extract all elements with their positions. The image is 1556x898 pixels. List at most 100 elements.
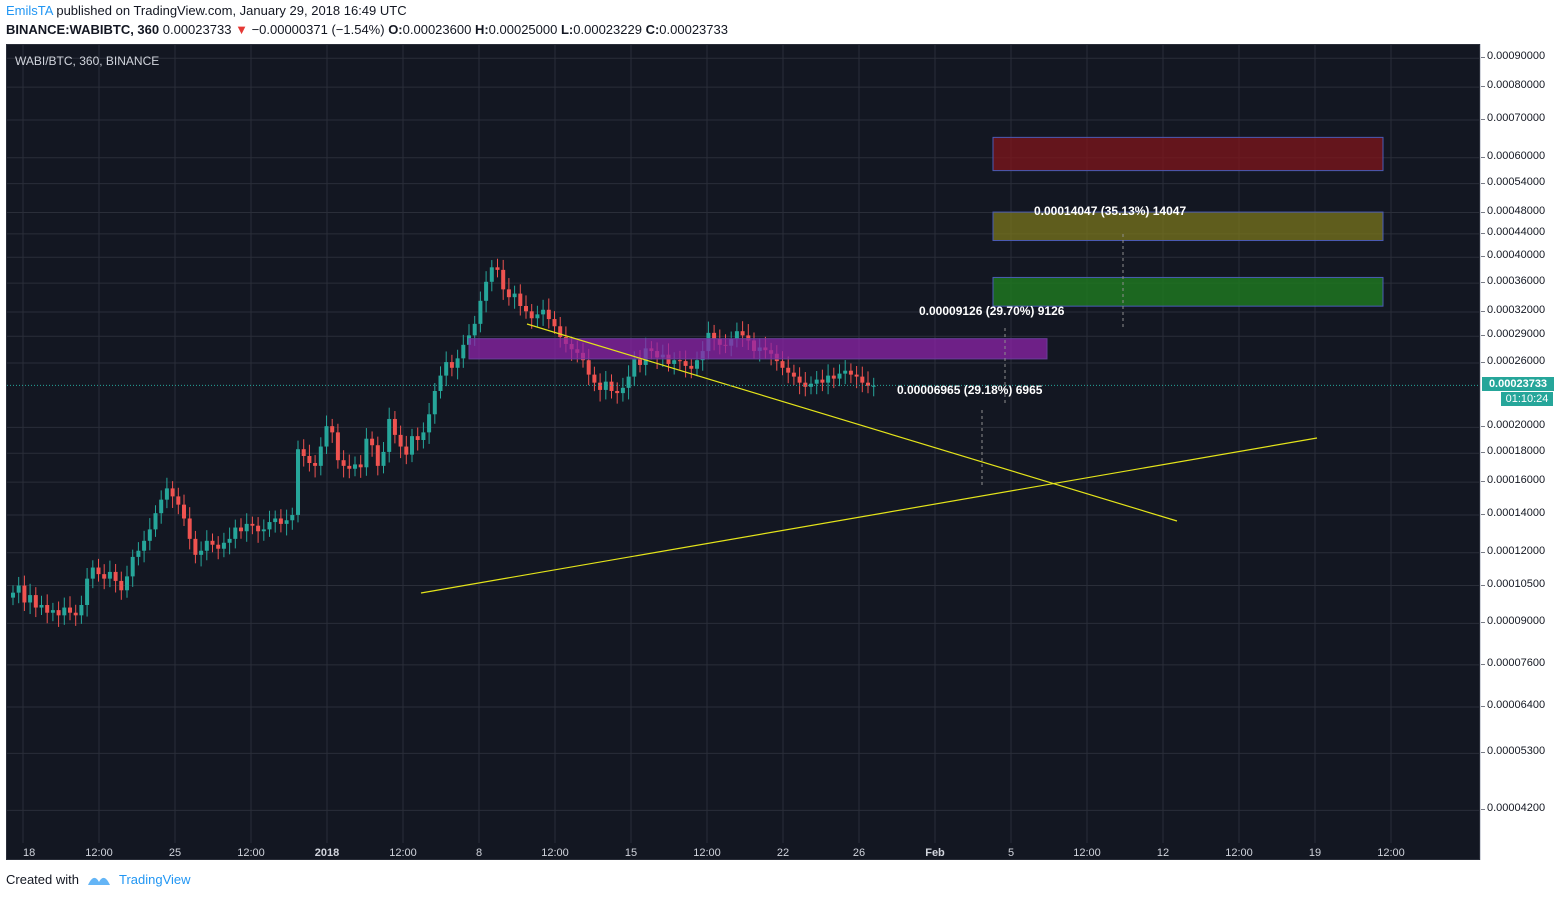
candle-body xyxy=(506,289,511,298)
candle-body xyxy=(370,438,375,446)
y-tick-label: 0.00026000 xyxy=(1487,355,1546,368)
y-tick-mark xyxy=(1481,622,1485,624)
candle-body xyxy=(187,518,192,539)
support-zone xyxy=(468,338,1048,360)
price-axis[interactable]: 0.00090000 0.00080000 0.00070000 0.00060000… xyxy=(1480,44,1556,860)
x-tick-label: 12 xyxy=(1157,847,1169,859)
y-tick-mark xyxy=(1481,86,1485,88)
chart-title: WABI/BTC, 360, BINANCE xyxy=(15,54,159,68)
change-value: −0.00000371 (−1.54%) xyxy=(251,22,385,37)
candle-body xyxy=(421,432,426,440)
y-tick-mark xyxy=(1481,752,1485,754)
price-chart[interactable]: 18 12:00 25 12:00 2018 12:00 8 12:00 15 12:00 22 26… xyxy=(7,45,1479,859)
tradingview-link[interactable]: TradingView xyxy=(118,872,191,887)
target-zone-1 xyxy=(992,276,1384,307)
y-tick-label: 0.00090000 xyxy=(1487,50,1546,63)
candle-body xyxy=(273,518,278,523)
target-zone-3 xyxy=(992,136,1384,172)
candle-body xyxy=(404,446,409,455)
candle-body xyxy=(107,571,112,579)
y-tick-label: 0.00014000 xyxy=(1487,506,1546,519)
y-tick-label: 0.00036000 xyxy=(1487,275,1546,288)
candle-body xyxy=(353,464,357,469)
candle-body xyxy=(524,305,528,312)
candle-body xyxy=(791,372,796,377)
candle-body xyxy=(512,293,517,298)
candle-body xyxy=(375,445,380,466)
measure-label: 0.00006965 (29.18%) 6965 xyxy=(897,383,1043,397)
candle-body xyxy=(233,527,238,539)
y-tick-mark xyxy=(1481,232,1485,234)
open-label: O: xyxy=(388,22,403,37)
candle-body xyxy=(210,540,215,545)
y-tick-mark xyxy=(1481,118,1485,120)
y-tick-mark xyxy=(1481,551,1485,553)
candle-body xyxy=(449,362,454,368)
candle-body xyxy=(837,373,842,379)
candle-body xyxy=(438,375,443,391)
candle-body xyxy=(102,574,107,579)
candle-body xyxy=(85,578,90,606)
candle-body xyxy=(11,592,15,598)
close-label: C: xyxy=(645,22,660,37)
candle-body xyxy=(603,381,608,390)
candle-body xyxy=(672,360,677,364)
candle-body xyxy=(113,571,118,581)
y-tick-mark xyxy=(1481,182,1485,184)
x-tick-label: 15 xyxy=(625,847,637,859)
low-value: 0.00023229 xyxy=(573,22,642,37)
x-tick-label: 5 xyxy=(1008,847,1014,859)
y-tick-label: 0.00044000 xyxy=(1487,225,1546,238)
candle-body xyxy=(159,499,164,514)
candle-body xyxy=(529,311,534,319)
tradingview-logo-icon xyxy=(87,877,110,885)
candle-body xyxy=(267,522,272,530)
x-tick-label: 12:00 xyxy=(1073,847,1101,859)
y-tick-label: 0.00080000 xyxy=(1487,79,1546,92)
candle-body xyxy=(620,387,625,394)
candle-body xyxy=(250,523,255,526)
candle-body xyxy=(518,293,523,306)
candle-body xyxy=(461,344,466,359)
x-tick-label: 19 xyxy=(1309,847,1321,859)
candle-body xyxy=(278,518,283,524)
candle-body xyxy=(712,332,717,339)
y-tick-mark xyxy=(1481,584,1485,586)
candle-body xyxy=(147,529,152,541)
y-tick-label: 0.00005300 xyxy=(1487,745,1546,758)
candle-body xyxy=(455,358,460,368)
candle-body xyxy=(740,331,745,336)
candle-body xyxy=(586,360,591,375)
candle-body xyxy=(444,362,449,376)
candle-body xyxy=(204,540,209,551)
candle-body xyxy=(780,361,785,368)
candle-body xyxy=(848,370,853,375)
candle-body xyxy=(535,314,540,319)
candle-body xyxy=(803,382,808,387)
candle-body xyxy=(552,319,557,327)
candle-body xyxy=(786,367,791,373)
chart-panel[interactable]: 18 12:00 25 12:00 2018 12:00 8 12:00 15 12:00 22 26… xyxy=(6,44,1480,860)
y-tick-mark xyxy=(1481,426,1485,428)
candle-body xyxy=(797,376,802,383)
candle-body xyxy=(244,523,249,532)
candle-body xyxy=(695,360,699,369)
footer: Created with TradingView xyxy=(6,872,191,887)
candle-body xyxy=(860,376,865,383)
author-link[interactable]: EmilsTA xyxy=(6,3,53,18)
y-tick-label: 0.00020000 xyxy=(1487,419,1546,432)
y-tick-mark xyxy=(1481,513,1485,515)
candle-body xyxy=(638,359,642,365)
x-tick-label: 12:00 xyxy=(1225,847,1253,859)
high-value: 0.00025000 xyxy=(488,22,558,37)
candle-body xyxy=(28,595,33,603)
publish-line: EmilsTA published on TradingView.com, Ja… xyxy=(6,3,407,18)
candle-body xyxy=(62,607,67,616)
y-tick-mark xyxy=(1481,481,1485,483)
candle-body xyxy=(609,381,614,391)
x-tick-label: Feb xyxy=(925,847,945,859)
candle-body xyxy=(410,436,414,455)
candle-body xyxy=(324,426,329,447)
y-tick-mark xyxy=(1481,335,1485,337)
candle-body xyxy=(307,456,312,464)
